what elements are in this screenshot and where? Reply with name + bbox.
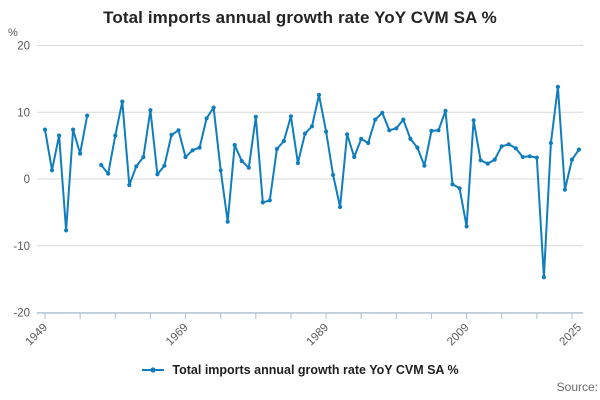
data-point — [541, 275, 547, 280]
y-axis-unit-label: % — [8, 27, 18, 39]
data-point — [443, 108, 448, 113]
data-point — [120, 99, 125, 104]
data-point — [113, 133, 118, 138]
data-point — [267, 198, 272, 203]
x-tick-label: 1989 — [305, 322, 332, 349]
data-point — [218, 168, 223, 173]
x-tick-label: 2009 — [445, 322, 472, 349]
data-point — [148, 108, 153, 113]
data-point — [415, 145, 420, 150]
data-point — [366, 140, 371, 146]
data-point — [99, 162, 104, 168]
data-point — [520, 154, 525, 160]
data-point — [211, 105, 216, 110]
y-tick-label: -10 — [13, 241, 30, 253]
data-point — [464, 224, 469, 229]
data-point — [190, 148, 195, 153]
data-point — [225, 219, 230, 224]
data-point — [457, 186, 462, 191]
data-point — [141, 154, 146, 160]
legend-line-dot-icon — [142, 367, 165, 373]
data-point — [302, 131, 308, 136]
data-point — [288, 114, 293, 119]
data-point — [162, 163, 167, 168]
data-point — [49, 168, 55, 173]
series-line — [44, 85, 580, 279]
data-point — [506, 142, 511, 147]
data-point — [324, 129, 329, 134]
data-point — [345, 132, 350, 137]
data-point — [492, 157, 497, 162]
data-point — [562, 187, 568, 192]
data-point — [274, 146, 279, 152]
data-point — [499, 144, 504, 149]
data-point — [338, 204, 343, 210]
data-point — [295, 160, 300, 166]
data-point — [232, 142, 237, 148]
data-point — [450, 182, 455, 187]
legend-label: Total imports annual growth rate YoY CVM… — [172, 363, 459, 377]
data-point — [576, 147, 582, 152]
data-point — [239, 158, 244, 164]
data-point — [71, 127, 76, 132]
data-point — [429, 128, 434, 133]
data-point — [183, 154, 188, 160]
data-point — [197, 145, 202, 150]
data-point — [478, 158, 483, 163]
data-point — [527, 154, 532, 159]
y-tick-label: 0 — [24, 174, 30, 186]
data-point — [57, 133, 62, 138]
data-point — [534, 155, 539, 160]
y-tick-label: -20 — [13, 308, 30, 320]
data-point — [85, 113, 90, 118]
data-point — [253, 114, 258, 119]
data-point — [204, 116, 209, 121]
data-point — [155, 172, 160, 177]
data-point — [569, 157, 575, 162]
x-tick-label: 2025 — [558, 322, 585, 349]
data-point — [281, 138, 286, 144]
y-tick-label: 10 — [17, 107, 30, 119]
data-point — [246, 165, 251, 170]
data-point — [408, 136, 413, 141]
data-point — [64, 228, 69, 233]
data-point — [485, 161, 490, 166]
data-point — [373, 117, 378, 122]
data-point — [78, 151, 83, 156]
data-point — [331, 172, 336, 178]
data-point — [260, 200, 265, 205]
data-point — [106, 171, 111, 176]
data-point — [513, 146, 518, 151]
data-point — [176, 128, 181, 133]
data-point — [352, 154, 357, 160]
data-point — [401, 117, 406, 122]
data-point — [316, 92, 322, 97]
data-point — [42, 127, 48, 132]
data-point — [380, 110, 385, 115]
data-point — [548, 140, 554, 146]
x-tick-label: 1949 — [24, 322, 51, 349]
data-point — [436, 128, 441, 133]
data-point — [394, 126, 399, 131]
chart-title: Total imports annual growth rate YoY CVM… — [103, 8, 497, 27]
data-point — [359, 136, 364, 141]
data-point — [387, 128, 392, 133]
legend: Total imports annual growth rate YoY CVM… — [0, 363, 600, 377]
x-tick-label: 1969 — [164, 322, 191, 349]
data-point — [555, 84, 561, 89]
data-point — [309, 124, 315, 129]
source-label: Source: — [556, 380, 598, 394]
data-point — [134, 164, 139, 169]
data-point — [471, 118, 476, 123]
data-point — [127, 182, 132, 188]
y-tick-label: 20 — [17, 41, 30, 53]
data-point — [169, 132, 174, 137]
data-point — [422, 163, 427, 168]
